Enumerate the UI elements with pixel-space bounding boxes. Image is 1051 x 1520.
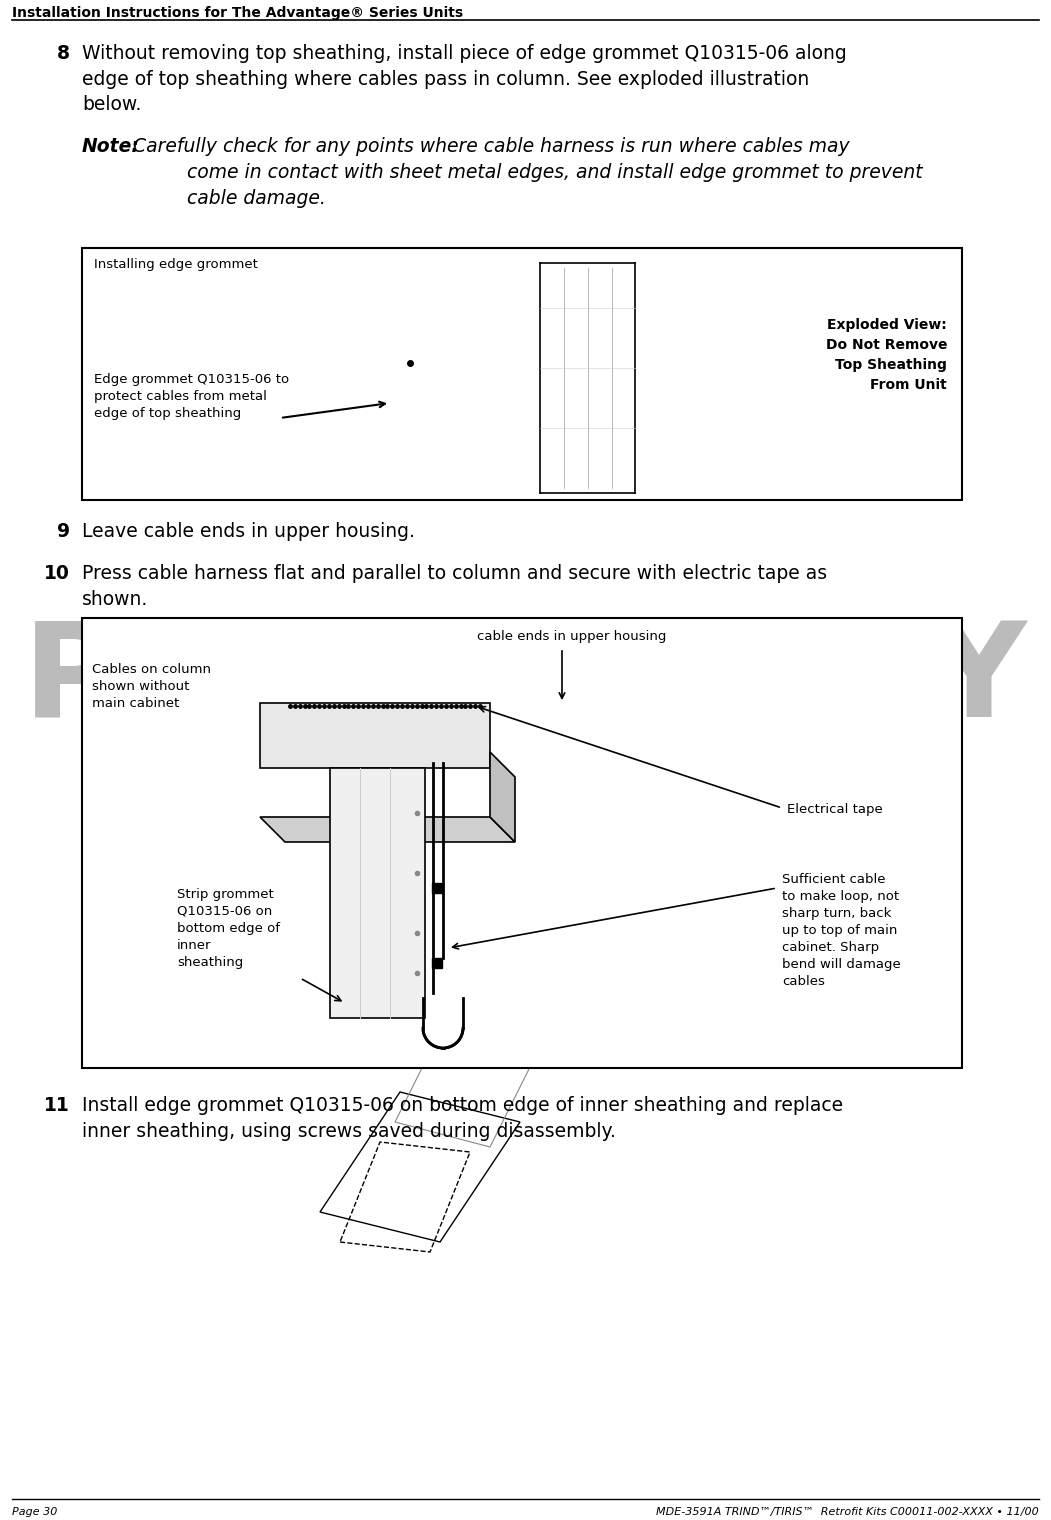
Text: FCC 11/308: FCC 11/308: [225, 774, 825, 866]
Polygon shape: [490, 752, 515, 842]
Text: Without removing top sheathing, install piece of edge grommet Q10315-06 along
ed: Without removing top sheathing, install …: [82, 44, 847, 114]
Text: Leave cable ends in upper housing.: Leave cable ends in upper housing.: [82, 521, 415, 541]
Text: Installation Instructions for The Advantage® Series Units: Installation Instructions for The Advant…: [12, 6, 463, 20]
Text: Note:: Note:: [82, 137, 140, 157]
Text: Edge grommet Q10315-06 to
protect cables from metal
edge of top sheathing: Edge grommet Q10315-06 to protect cables…: [94, 372, 289, 420]
Text: 11: 11: [44, 1096, 70, 1116]
Bar: [82, 619, 962, 1069]
Bar: [82, 248, 962, 500]
Text: Cables on column
shown without
main cabinet: Cables on column shown without main cabi…: [92, 663, 211, 710]
Text: PRELIMINARY: PRELIMINARY: [22, 617, 1028, 743]
Text: 10: 10: [44, 564, 70, 584]
Text: MDE-3591A TRIND™/TIRIS™  Retrofit Kits C00011-002-XXXX • 11/00: MDE-3591A TRIND™/TIRIS™ Retrofit Kits C0…: [656, 1506, 1039, 1517]
Bar: [260, 702, 490, 768]
Text: 8: 8: [57, 44, 70, 62]
Text: Sufficient cable
to make loop, not
sharp turn, back
up to top of main
cabinet. S: Sufficient cable to make loop, not sharp…: [782, 872, 901, 988]
Polygon shape: [260, 818, 515, 842]
Text: Installing edge grommet: Installing edge grommet: [94, 258, 257, 271]
Text: Electrical tape: Electrical tape: [787, 803, 883, 816]
Text: Install edge grommet Q10315-06 on bottom edge of inner sheathing and replace
inn: Install edge grommet Q10315-06 on bottom…: [82, 1096, 843, 1140]
Text: Carefully check for any points where cable harness is run where cables may
     : Carefully check for any points where cab…: [133, 137, 923, 208]
Text: Page 30: Page 30: [12, 1506, 58, 1517]
Text: Exploded View:
Do Not Remove
Top Sheathing
From Unit: Exploded View: Do Not Remove Top Sheathi…: [825, 318, 947, 392]
Text: Strip grommet
Q10315-06 on
bottom edge of
inner
sheathing: Strip grommet Q10315-06 on bottom edge o…: [177, 888, 280, 970]
Text: 9: 9: [57, 521, 70, 541]
Bar: [330, 768, 425, 1018]
Text: Press cable harness flat and parallel to column and secure with electric tape as: Press cable harness flat and parallel to…: [82, 564, 827, 608]
Text: cable ends in upper housing: cable ends in upper housing: [477, 629, 666, 643]
